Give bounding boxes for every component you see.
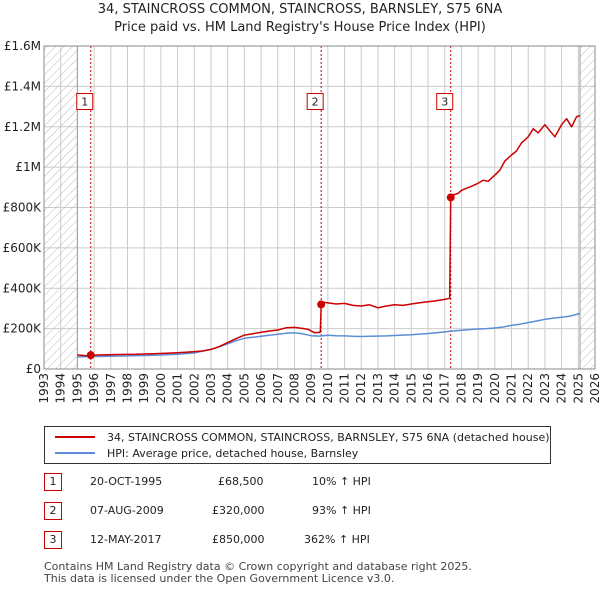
transaction-price: £320,000 xyxy=(212,504,265,517)
x-tick-label: 2006 xyxy=(254,373,268,404)
sale-box-label: 3 xyxy=(441,96,448,109)
x-tick-label: 2004 xyxy=(221,373,235,404)
x-tick-label: 2007 xyxy=(271,373,285,404)
x-tick-label: 1993 xyxy=(37,373,51,404)
x-tick-label: 2002 xyxy=(187,373,201,404)
x-tick-label: 2015 xyxy=(404,373,418,404)
transaction-hpi: 362% ↑ HPI xyxy=(304,533,370,546)
x-tick-label: 2000 xyxy=(154,373,168,404)
y-tick-label: £200K xyxy=(3,322,43,336)
table-row: 2 07-AUG-2009 £320,000 93% ↑ HPI xyxy=(44,502,564,531)
legend: 34, STAINCROSS COMMON, STAINCROSS, BARNS… xyxy=(44,426,551,464)
legend-swatch-hpi xyxy=(55,452,95,454)
footer: Contains HM Land Registry data © Crown c… xyxy=(44,561,472,585)
y-tick-label: £1.4M xyxy=(4,79,41,93)
post-data-hatch xyxy=(579,46,595,369)
x-tick-label: 2024 xyxy=(555,373,569,404)
x-tick-label: 1995 xyxy=(70,373,84,404)
property-price-line xyxy=(77,114,581,357)
legend-label-property: 34, STAINCROSS COMMON, STAINCROSS, BARNS… xyxy=(107,430,550,444)
x-tick-label: 2001 xyxy=(171,373,185,404)
y-tick-label: £1.2M xyxy=(4,120,41,134)
x-tick-label: 2016 xyxy=(421,373,435,404)
legend-swatch-property xyxy=(55,436,95,438)
transactions-table: 1 20-OCT-1995 £68,500 10% ↑ HPI 2 07-AUG… xyxy=(44,473,564,560)
transaction-number: 1 xyxy=(44,473,62,491)
y-tick-label: £1M xyxy=(15,160,41,174)
pre-data-hatch xyxy=(44,46,78,369)
x-tick-label: 2003 xyxy=(204,373,218,404)
x-tick-label: 2005 xyxy=(237,373,251,404)
chart-title: 34, STAINCROSS COMMON, STAINCROSS, BARNS… xyxy=(97,2,503,17)
x-tick-label: 1998 xyxy=(120,373,134,404)
transaction-number: 3 xyxy=(44,531,62,549)
legend-label-hpi: HPI: Average price, detached house, Barn… xyxy=(107,446,359,460)
transaction-price: £68,500 xyxy=(218,475,264,488)
x-tick-label: 1997 xyxy=(104,373,118,404)
x-tick-label: 2013 xyxy=(371,373,385,404)
x-tick-label: 2022 xyxy=(521,373,535,404)
x-tick-label: 2011 xyxy=(338,373,352,404)
x-tick-label: 1996 xyxy=(87,373,101,404)
table-row: 1 20-OCT-1995 £68,500 10% ↑ HPI xyxy=(44,473,564,502)
x-tick-label: 2025 xyxy=(571,373,585,404)
x-tick-label: 2010 xyxy=(321,373,335,404)
transaction-date: 07-AUG-2009 xyxy=(90,504,164,517)
table-row: 3 12-MAY-2017 £850,000 362% ↑ HPI xyxy=(44,531,564,560)
y-tick-label: £800K xyxy=(3,201,43,215)
transaction-hpi: 93% ↑ HPI xyxy=(312,504,371,517)
transaction-number: 2 xyxy=(44,502,62,520)
x-tick-label: 2017 xyxy=(438,373,452,404)
sale-point xyxy=(86,351,95,360)
transaction-price: £850,000 xyxy=(212,533,265,546)
sale-box-label: 2 xyxy=(312,96,319,109)
x-tick-label: 2019 xyxy=(471,373,485,404)
legend-item-hpi: HPI: Average price, detached house, Barn… xyxy=(55,445,358,461)
transaction-date: 12-MAY-2017 xyxy=(90,533,162,546)
x-tick-label: 2023 xyxy=(538,373,552,404)
hpi-line xyxy=(77,312,581,358)
y-tick-label: £400K xyxy=(3,281,43,295)
sale-box xyxy=(306,93,324,111)
sale-box xyxy=(76,93,94,111)
transaction-hpi: 10% ↑ HPI xyxy=(312,475,371,488)
y-tick-label: £1.6M xyxy=(4,39,41,53)
price-chart: 1 2 3 £0 £200K £400K £600K £800K £1M £1.2M £1.4M £… xyxy=(3,39,600,404)
transaction-date: 20-OCT-1995 xyxy=(90,475,163,488)
chart-subtitle: Price paid vs. HM Land Registry's House … xyxy=(114,20,486,35)
x-tick-label: 2018 xyxy=(454,373,468,404)
footer-copyright: Contains HM Land Registry data © Crown c… xyxy=(44,560,472,573)
x-tick-label: 2012 xyxy=(354,373,368,404)
sale-box-label: 1 xyxy=(81,96,88,109)
x-tick-label: 2008 xyxy=(287,373,301,404)
x-tick-label: 1994 xyxy=(54,373,68,404)
x-tick-label: 2009 xyxy=(304,373,318,404)
y-tick-label: £600K xyxy=(3,241,43,255)
legend-item-property: 34, STAINCROSS COMMON, STAINCROSS, BARNS… xyxy=(55,429,550,445)
plot-frame xyxy=(43,45,596,370)
x-tick-label: 2014 xyxy=(388,373,402,404)
x-tick-label: 1999 xyxy=(137,373,151,404)
x-tick-label: 2020 xyxy=(488,373,502,404)
sale-box xyxy=(436,93,454,111)
x-tick-label: 2021 xyxy=(505,373,519,404)
footer-license: This data is licensed under the Open Gov… xyxy=(44,572,395,585)
y-tick-label: £0 xyxy=(26,362,41,376)
x-tick-label: 2026 xyxy=(588,373,600,404)
sale-point xyxy=(317,300,326,309)
sale-point xyxy=(446,193,455,202)
